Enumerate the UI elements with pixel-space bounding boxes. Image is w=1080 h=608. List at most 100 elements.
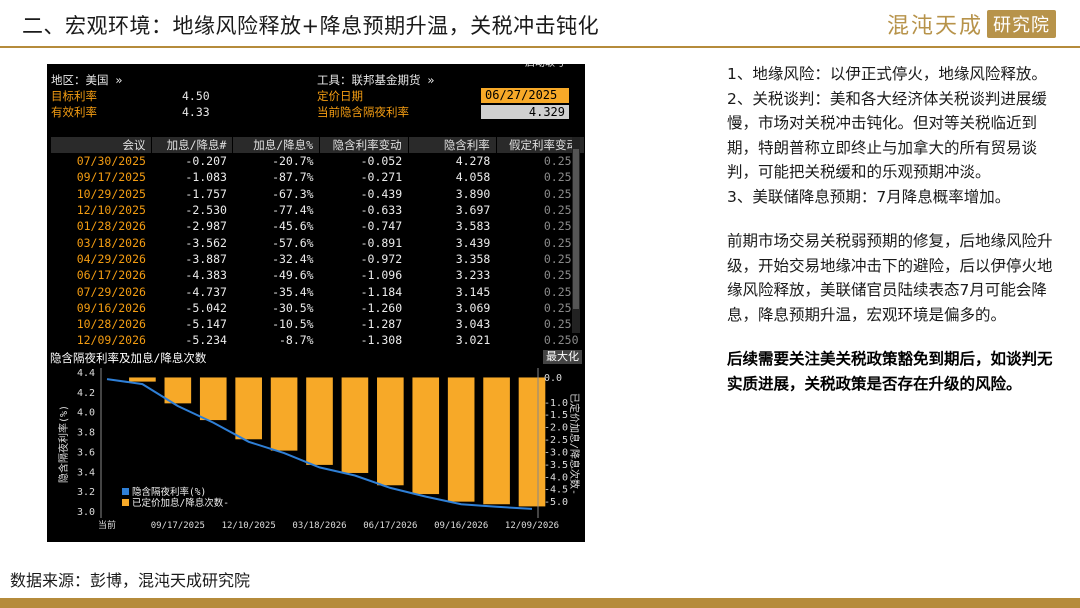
bar-06/17/2026 — [376, 376, 405, 487]
cell-hike-cut-count: -4.383 — [185, 268, 227, 283]
cell-hike-cut-pct: -20.7% — [272, 154, 314, 169]
col-header-implied-rate[interactable]: 隐含利率 — [408, 137, 497, 153]
cell-hike-cut-pct: -87.7% — [272, 170, 314, 185]
y-tick-label: 3.0 — [77, 507, 95, 518]
footer-bar — [0, 598, 1080, 608]
commentary-item-1: 1、地缘风险：以伊正式停火，地缘风险释放。 — [727, 65, 1047, 83]
cell-hike-cut-count: -5.147 — [185, 317, 227, 332]
cell-assumed-change: 0.250 — [543, 235, 579, 250]
col-header-assumed-rate-change[interactable]: 假定利率变动 — [496, 137, 585, 153]
commentary-panel: 1、地缘风险：以伊正式停火，地缘风险释放。 2、关税谈判：美和各大经济体关税谈判… — [727, 62, 1067, 396]
y2-tick-label: -1.0 — [544, 398, 568, 409]
table-row[interactable]: 07/30/2025 -0.207 -20.7% -0.052 4.278 0.250 — [51, 153, 585, 169]
cell-hike-cut-pct: -35.4% — [272, 284, 314, 299]
commentary-item-2: 2、关税谈判：美和各大经济体关税谈判进展缓慢，市场对关税冲击钝化。但对等关税临近… — [727, 89, 1047, 182]
slide-title: 二、宏观环境：地缘风险释放+降息预期升温，关税冲击钝化 — [22, 14, 600, 38]
tool-selector[interactable]: 工具：联邦基金期货 » — [317, 73, 435, 87]
pricing-date-label: 定价日期 — [317, 89, 363, 103]
x-tick-label: 09/17/2025 — [151, 521, 205, 531]
cell-hike-cut-pct: -49.6% — [272, 268, 314, 283]
y2-tick-label: -2.5 — [544, 435, 568, 446]
cell-implied-rate: 3.069 — [455, 300, 491, 315]
cell-assumed-change: 0.250 — [543, 300, 579, 315]
table-row[interactable]: 03/18/2026 -3.562 -57.6% -0.891 3.439 0.250 — [51, 234, 585, 250]
y-tick-label: 4.0 — [77, 408, 95, 419]
col-header-meeting[interactable]: 会议 — [51, 137, 153, 153]
y-tick-label: 3.6 — [77, 447, 95, 458]
cell-meeting-date: 12/10/2025 — [76, 203, 146, 218]
legend-swatch-line — [122, 488, 129, 495]
cell-meeting-date: 07/30/2025 — [76, 154, 146, 169]
cell-implied-rate-change: -1.184 — [360, 284, 403, 299]
cell-hike-cut-count: -5.234 — [185, 333, 227, 348]
cell-hike-cut-pct: -77.4% — [272, 203, 314, 218]
logo-box-text: 研究院 — [987, 10, 1056, 38]
y2-tick-label: 0.0 — [544, 373, 562, 384]
cell-implied-rate-change: -0.891 — [360, 235, 403, 250]
cell-meeting-date: 10/28/2026 — [76, 317, 146, 332]
cell-implied-rate-change: -0.052 — [360, 154, 403, 169]
cell-implied-rate: 3.145 — [455, 284, 491, 299]
y2-tick-label: -2.0 — [544, 423, 568, 434]
bar-10/28/2026 — [482, 376, 511, 506]
y2-tick-label: -5.0 — [544, 497, 568, 508]
cell-implied-rate: 4.278 — [455, 154, 491, 169]
cell-assumed-change: 0.250 — [543, 203, 579, 218]
cell-implied-rate-change: -0.747 — [360, 219, 403, 234]
region-selector[interactable]: 地区：美国 » — [51, 73, 123, 87]
table-row[interactable]: 12/09/2026 -5.234 -8.7% -1.308 3.021 0.250 — [51, 332, 585, 348]
bar-07/29/2026 — [411, 376, 441, 496]
cell-hike-cut-count: -3.887 — [185, 251, 227, 266]
cell-hike-cut-pct: -30.5% — [272, 300, 314, 315]
col-header-implied-rate-change[interactable]: 隐含利率变动 — [319, 137, 409, 153]
table-row[interactable]: 07/29/2026 -4.737 -35.4% -1.184 3.145 0.250 — [51, 283, 585, 299]
table-row[interactable]: 10/28/2026 -5.147 -10.5% -1.287 3.043 0.250 — [51, 316, 585, 332]
cell-implied-rate-change: -1.096 — [360, 268, 403, 283]
table-row[interactable]: 06/17/2026 -4.383 -49.6% -1.096 3.233 0.250 — [51, 267, 585, 283]
implied-overnight-value: 4.329 — [481, 105, 569, 119]
y2-tick-label: -4.5 — [544, 485, 568, 496]
cell-assumed-change: 0.250 — [543, 219, 579, 234]
cell-hike-cut-count: -4.737 — [185, 284, 227, 299]
cell-hike-cut-count: -2.987 — [185, 219, 227, 234]
table-row[interactable]: 09/17/2025 -1.083 -87.7% -0.271 4.058 0.250 — [51, 169, 585, 185]
x-tick-label: 09/16/2026 — [434, 521, 488, 531]
cell-hike-cut-pct: -67.3% — [272, 186, 314, 201]
cell-assumed-change: 0.250 — [543, 186, 579, 201]
scrollbar-thumb[interactable] — [573, 149, 579, 309]
table-row[interactable]: 10/29/2025 -1.757 -67.3% -0.439 3.890 0.250 — [51, 186, 585, 202]
cell-assumed-change: 0.250 — [543, 154, 579, 169]
cell-implied-rate: 3.583 — [455, 219, 491, 234]
cell-hike-cut-pct: -57.6% — [272, 235, 314, 250]
cell-assumed-change: 0.250 — [543, 284, 579, 299]
cell-hike-cut-pct: -32.4% — [272, 251, 314, 266]
cell-assumed-change: 0.250 — [543, 170, 579, 185]
table-row[interactable]: 04/29/2026 -3.887 -32.4% -0.972 3.358 0.250 — [51, 251, 585, 267]
cell-meeting-date: 06/17/2026 — [76, 268, 146, 283]
table-row[interactable]: 09/16/2026 -5.042 -30.5% -1.260 3.069 0.250 — [51, 300, 585, 316]
cell-implied-rate: 3.043 — [455, 317, 491, 332]
effective-rate-label: 有效利率 — [51, 105, 97, 119]
data-source: 数据来源：彭博，混沌天成研究院 — [10, 571, 251, 590]
legend-label-bar: 已定价加息/降息次数- — [132, 497, 229, 509]
bar-04/29/2026 — [340, 376, 370, 474]
chart-title: 隐含隔夜利率及加息/降息次数 — [50, 351, 207, 365]
y-tick-label: 3.4 — [77, 467, 95, 478]
maximize-button[interactable]: 最大化 — [543, 350, 582, 364]
table-row[interactable]: 12/10/2025 -2.530 -77.4% -0.633 3.697 0.250 — [51, 202, 585, 218]
col-header-hike-cut-pct[interactable]: 加息/降息% — [232, 137, 321, 153]
cell-assumed-change: 0.250 — [543, 333, 579, 348]
cell-implied-rate: 3.890 — [455, 186, 491, 201]
table-header-row: 会议 加息/降息# 加息/降息% 隐含利率变动 隐含利率 假定利率变动 — [51, 137, 585, 153]
cell-hike-cut-pct: -8.7% — [278, 333, 314, 348]
table-scrollbar[interactable] — [572, 137, 580, 333]
table-row[interactable]: 01/28/2026 -2.987 -45.6% -0.747 3.583 0.250 — [51, 218, 585, 234]
pricing-date-input[interactable]: 06/27/2025 — [481, 88, 569, 103]
bar-01/28/2026 — [269, 376, 299, 452]
col-header-hike-cut-count[interactable]: 加息/降息# — [151, 137, 234, 153]
cell-implied-rate: 3.358 — [455, 251, 491, 266]
y-axis-title: 隐含隔夜利率(%) — [57, 405, 70, 483]
cell-implied-rate-change: -1.260 — [360, 300, 403, 315]
cell-implied-rate: 3.697 — [455, 203, 491, 218]
cell-implied-rate-change: -0.271 — [360, 170, 403, 185]
